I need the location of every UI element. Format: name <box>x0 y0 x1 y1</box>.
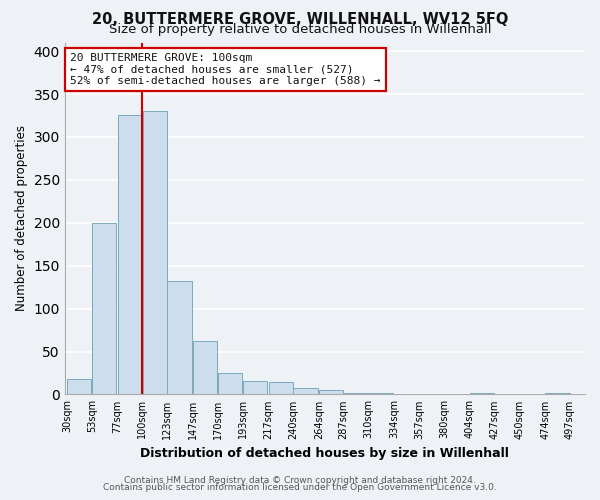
Text: 20, BUTTERMERE GROVE, WILLENHALL, WV12 5FQ: 20, BUTTERMERE GROVE, WILLENHALL, WV12 5… <box>92 12 508 28</box>
Bar <box>344 392 368 394</box>
Text: Size of property relative to detached houses in Willenhall: Size of property relative to detached ho… <box>109 22 491 36</box>
Bar <box>319 390 343 394</box>
Bar <box>243 380 267 394</box>
Bar <box>470 392 494 394</box>
Text: 20 BUTTERMERE GROVE: 100sqm
← 47% of detached houses are smaller (527)
52% of se: 20 BUTTERMERE GROVE: 100sqm ← 47% of det… <box>70 53 380 86</box>
Text: Contains public sector information licensed under the Open Government Licence v3: Contains public sector information licen… <box>103 484 497 492</box>
Bar <box>193 341 217 394</box>
Bar <box>92 223 116 394</box>
Text: Contains HM Land Registry data © Crown copyright and database right 2024.: Contains HM Land Registry data © Crown c… <box>124 476 476 485</box>
X-axis label: Distribution of detached houses by size in Willenhall: Distribution of detached houses by size … <box>140 447 509 460</box>
Bar <box>167 281 191 394</box>
Bar <box>269 382 293 394</box>
Bar <box>369 392 393 394</box>
Bar <box>67 379 91 394</box>
Bar <box>143 111 167 395</box>
Bar <box>545 392 569 394</box>
Bar <box>118 116 142 394</box>
Bar <box>218 373 242 394</box>
Y-axis label: Number of detached properties: Number of detached properties <box>15 126 28 312</box>
Bar <box>293 388 317 394</box>
